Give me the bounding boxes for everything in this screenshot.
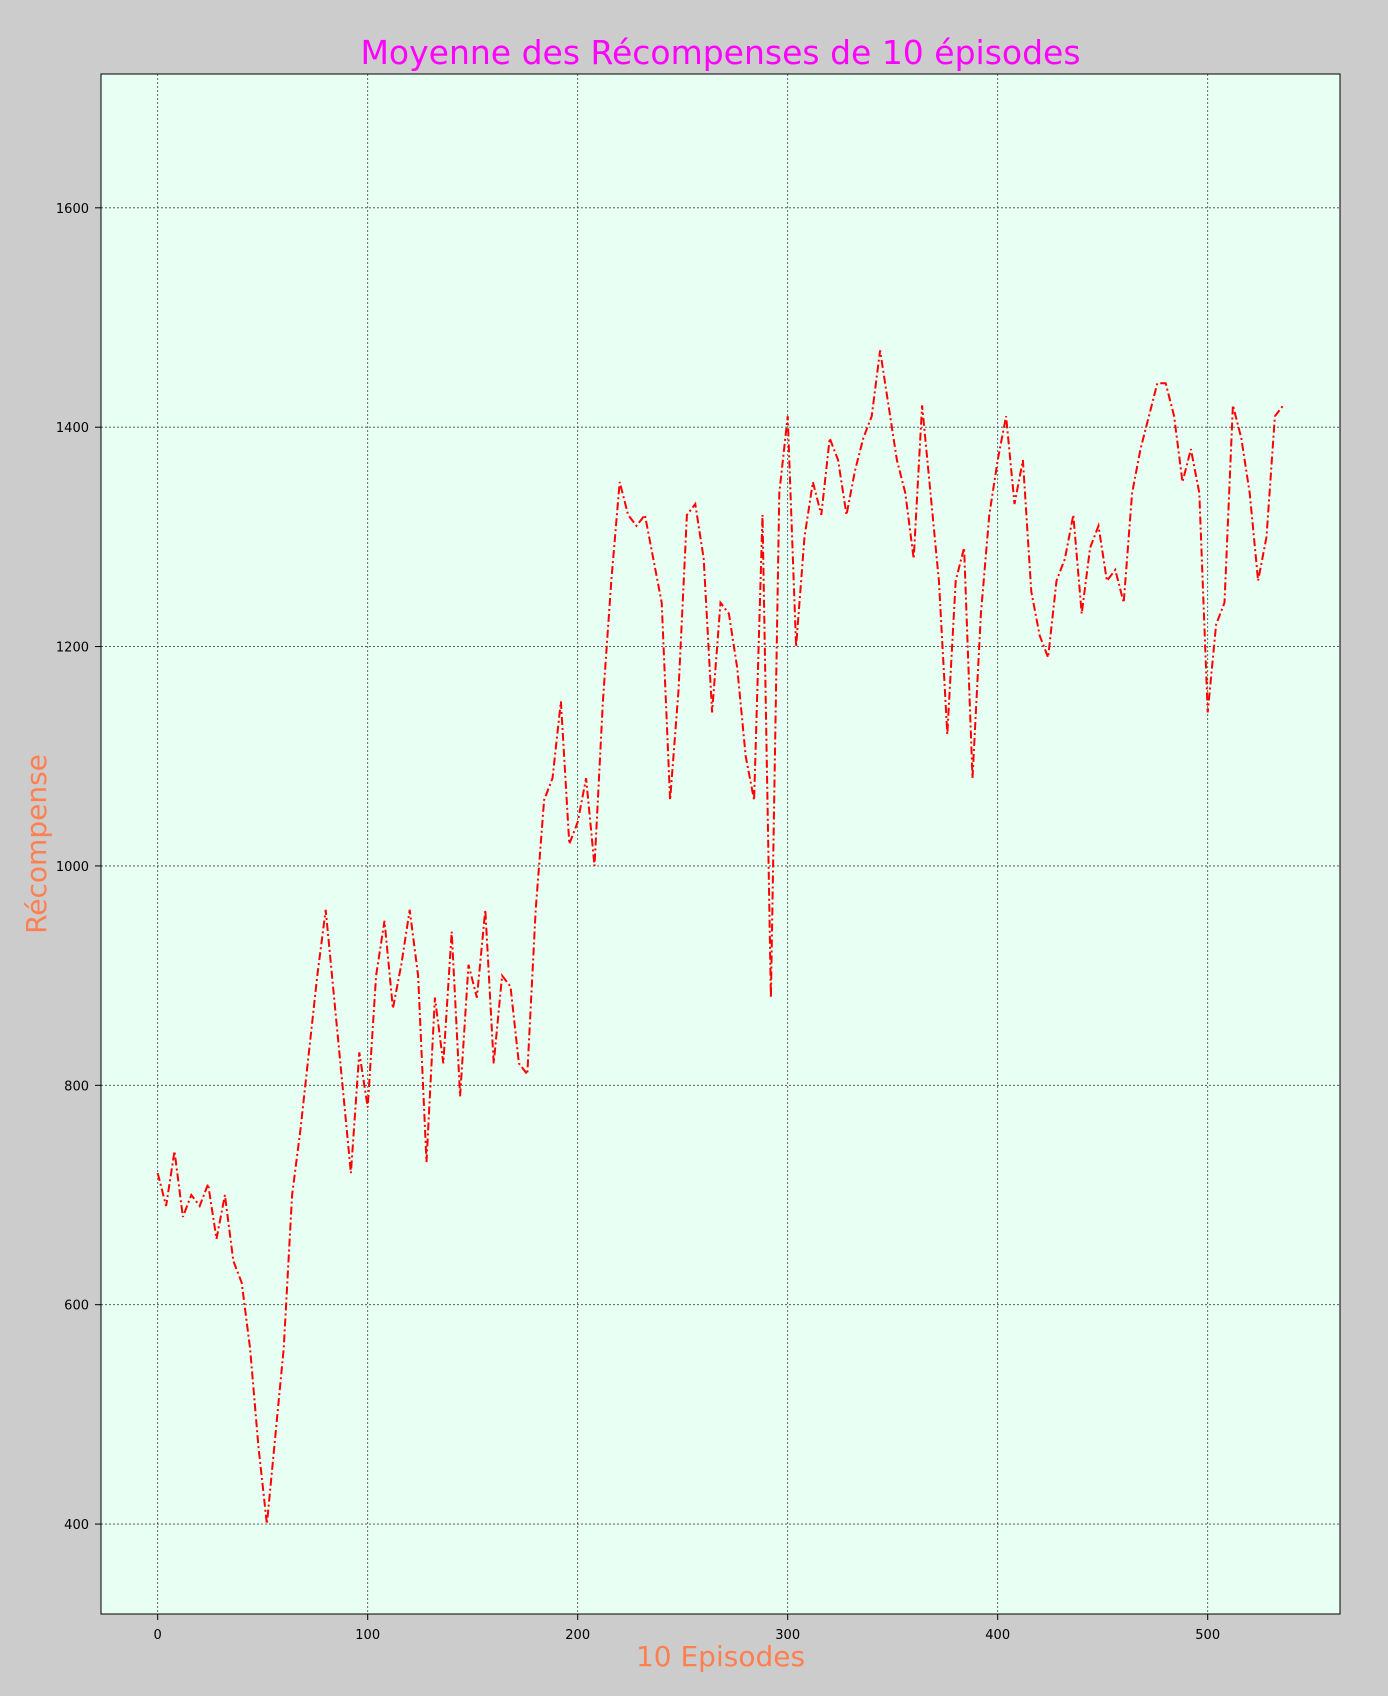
x-tick-label: 0 — [154, 1628, 162, 1643]
x-tick-label: 500 — [1195, 1628, 1220, 1643]
y-tick-label: 1000 — [56, 860, 89, 875]
x-tick-label: 400 — [985, 1628, 1010, 1643]
plot-frame — [100, 73, 1341, 1615]
x-tick-label: 300 — [775, 1628, 800, 1643]
x-axis-ticks: 0 100 200 300 400 500 — [154, 1614, 1220, 1643]
y-tick-label: 1200 — [56, 641, 89, 656]
y-tick-label: 1400 — [56, 421, 89, 436]
plot-area — [101, 74, 1340, 1614]
y-axis-ticks: 400 600 800 1000 1200 1400 1600 — [56, 202, 101, 1533]
y-tick-label: 1600 — [56, 202, 89, 217]
x-tick-label: 100 — [355, 1628, 380, 1643]
y-tick-label: 400 — [64, 1518, 89, 1533]
series-line-0 — [156, 350, 1285, 1525]
y-tick-label: 600 — [64, 1299, 89, 1314]
chart-title: Moyenne des Récompenses de 10 épisodes — [360, 33, 1080, 72]
y-axis-label: Récompense — [20, 754, 53, 934]
x-axis-label: 10 Episodes — [636, 1640, 805, 1673]
series-line-layer — [156, 350, 1285, 1525]
grid-lines — [101, 74, 1340, 1614]
x-tick-label: 200 — [565, 1628, 590, 1643]
y-tick-label: 800 — [64, 1079, 89, 1094]
